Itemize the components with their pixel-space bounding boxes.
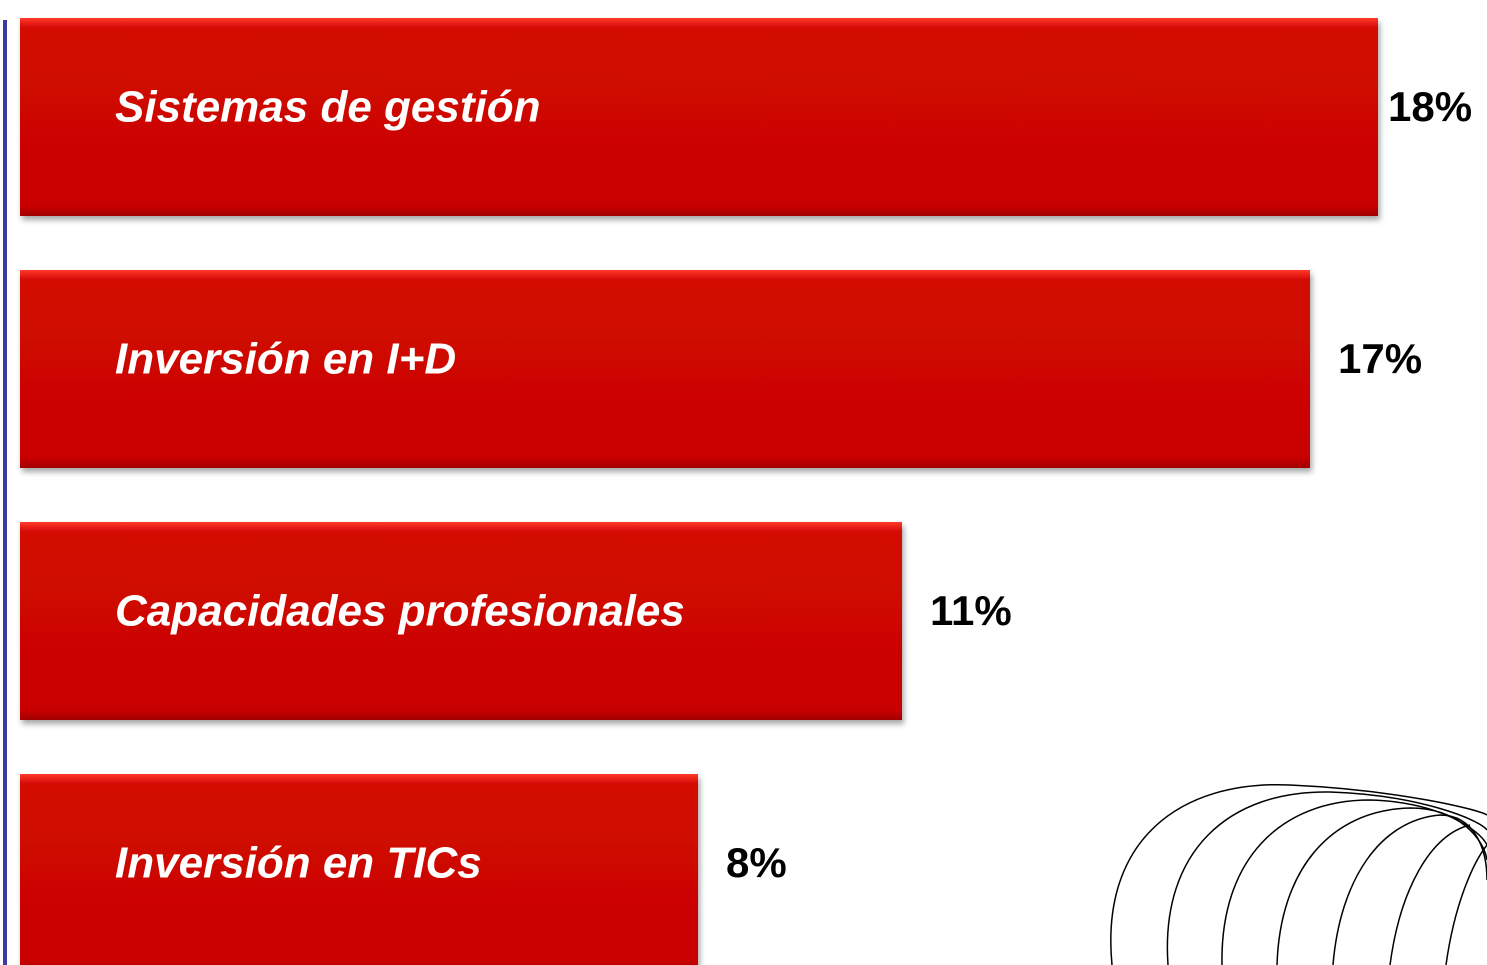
bar <box>20 522 902 720</box>
bar <box>20 774 698 965</box>
category-label: Inversión en TICs <box>115 839 482 888</box>
value-label: 11% <box>930 587 1012 634</box>
bar <box>20 18 1378 216</box>
category-label: Capacidades profesionales <box>115 587 685 636</box>
decoration <box>1110 784 1487 965</box>
bar <box>20 270 1310 468</box>
category-label: Inversión en I+D <box>115 335 456 384</box>
value-label: 18% <box>1388 83 1472 130</box>
category-label: Sistemas de gestión <box>115 83 540 132</box>
value-label: 8% <box>726 839 787 886</box>
value-label: 17% <box>1338 335 1422 382</box>
